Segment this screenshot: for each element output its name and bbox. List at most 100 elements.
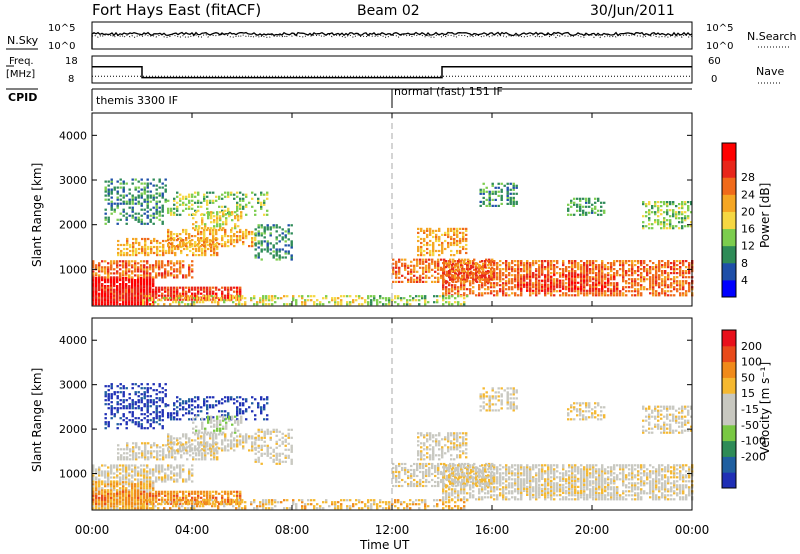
power-cell-3080 <box>682 272 685 275</box>
velocity-cell-1066 <box>227 449 230 452</box>
power-cell-2749 <box>601 274 604 277</box>
power-cell-1734 <box>432 229 435 232</box>
power-cell-2716 <box>595 282 598 285</box>
power-cell-639 <box>128 264 131 267</box>
power-cell-1081 <box>233 233 236 236</box>
power-cell-1192 <box>125 202 128 205</box>
power-cell-1006 <box>197 239 200 242</box>
power-cell-2881 <box>634 272 637 275</box>
power-cell-2851 <box>628 286 631 289</box>
power-cell-3804 <box>442 297 445 300</box>
power-cell-954 <box>167 237 170 240</box>
power-cell-1030 <box>209 243 212 246</box>
power-cell-3696 <box>313 301 316 304</box>
power-cell-3422 <box>600 201 603 204</box>
power-cell-849 <box>159 254 162 257</box>
power-cell-3501 <box>672 227 675 230</box>
velocity-cell-878 <box>174 452 177 455</box>
power-cell-501 <box>209 292 212 295</box>
power-cell-1906 <box>425 266 428 269</box>
power-cell-2971 <box>658 292 661 295</box>
power-cell-780 <box>123 251 126 255</box>
power-cell-1944 <box>440 258 443 261</box>
power-cell-653 <box>134 262 137 265</box>
power-cell-3810 <box>448 297 451 300</box>
velocity-cell-924 <box>204 452 207 455</box>
power-cell-2291 <box>493 270 496 273</box>
power-cell-2055 <box>488 276 491 279</box>
power-cell-3633 <box>238 295 241 298</box>
velocity-cell-257 <box>149 487 152 490</box>
power-cell-2613 <box>571 260 574 263</box>
power-cell-1911 <box>428 270 431 273</box>
power-cell-67 <box>107 299 110 302</box>
power-cell-3459 <box>657 221 660 224</box>
power-cell-3158 <box>535 281 538 284</box>
power-cell-1058 <box>221 228 224 232</box>
power-cell-3133 <box>523 285 526 288</box>
power-cell-799 <box>132 243 135 247</box>
power-cell-2624 <box>574 270 577 273</box>
power-cell-3234 <box>580 273 583 276</box>
power-cell-1340 <box>170 209 173 212</box>
power-cell-3045 <box>673 262 676 265</box>
velocity-cell-485 <box>200 490 203 493</box>
power-cell-2269 <box>490 290 493 293</box>
velocity-cell-437 <box>176 496 179 499</box>
power-cell-102 <box>113 281 116 284</box>
velocity-cell-1019 <box>203 443 206 446</box>
power-cell-1449 <box>236 195 239 198</box>
power-cell-2512 <box>547 274 550 277</box>
power-cell-586 <box>104 266 107 269</box>
power-cell-3576 <box>178 297 181 300</box>
power-cell-3335 <box>503 184 506 187</box>
velocity-cell-971 <box>176 439 179 442</box>
velocity-cell-145 <box>125 505 128 508</box>
power-cell-2892 <box>637 274 640 277</box>
power-cell-1014 <box>200 233 203 236</box>
power-cell-2105 <box>448 264 451 267</box>
velocity-cell-1123 <box>104 399 107 402</box>
power-cell-1476 <box>257 197 260 200</box>
power-cell-3049 <box>676 284 679 287</box>
power-cell-3802 <box>442 303 445 306</box>
power-cell-2237 <box>481 282 484 285</box>
power-cell-3196 <box>562 287 565 290</box>
velocity-cell-941 <box>213 452 216 455</box>
power-cell-1454 <box>239 199 242 202</box>
power-cell-2688 <box>589 278 592 281</box>
power-cell-1541 <box>219 215 222 218</box>
power-cell-634 <box>125 260 128 263</box>
power-cell-2577 <box>565 294 568 297</box>
power-cell-1397 <box>203 199 206 202</box>
power-cell-2072 <box>442 288 445 291</box>
power-cell-669 <box>143 272 146 275</box>
power-cell-3807 <box>445 297 448 300</box>
power-cell-1010 <box>197 228 200 232</box>
velocity-cell-521 <box>221 494 224 497</box>
velocity-cell-41 <box>101 505 104 508</box>
power-cell-960 <box>170 239 173 242</box>
power-cell-1881 <box>416 262 419 265</box>
power-cell-602 <box>113 276 116 279</box>
velocity-cell-670 <box>143 474 146 477</box>
velocity-cell-1036 <box>212 447 215 450</box>
velocity-cell-730 <box>170 470 173 473</box>
power-cell-2543 <box>553 270 556 273</box>
power-cell-3178 <box>547 287 550 290</box>
power-cell-3572 <box>175 299 178 302</box>
power-cell-2473 <box>535 262 538 265</box>
power-cell-3397 <box>585 205 588 208</box>
power-cell-1764 <box>447 233 450 236</box>
power-cell-1317 <box>161 220 164 223</box>
power-cell-287 <box>98 288 101 291</box>
power-cell-1793 <box>456 229 459 232</box>
velocity-cell-970 <box>176 443 179 446</box>
power-cell-1943 <box>440 266 443 269</box>
velocity-cell-822 <box>144 450 147 453</box>
velocity-cell-1084 <box>236 441 239 444</box>
velocity-cell-191 <box>134 489 137 492</box>
power-cell-1125 <box>104 188 107 191</box>
power-cell-972 <box>176 233 179 236</box>
power-cell-3670 <box>277 297 280 300</box>
